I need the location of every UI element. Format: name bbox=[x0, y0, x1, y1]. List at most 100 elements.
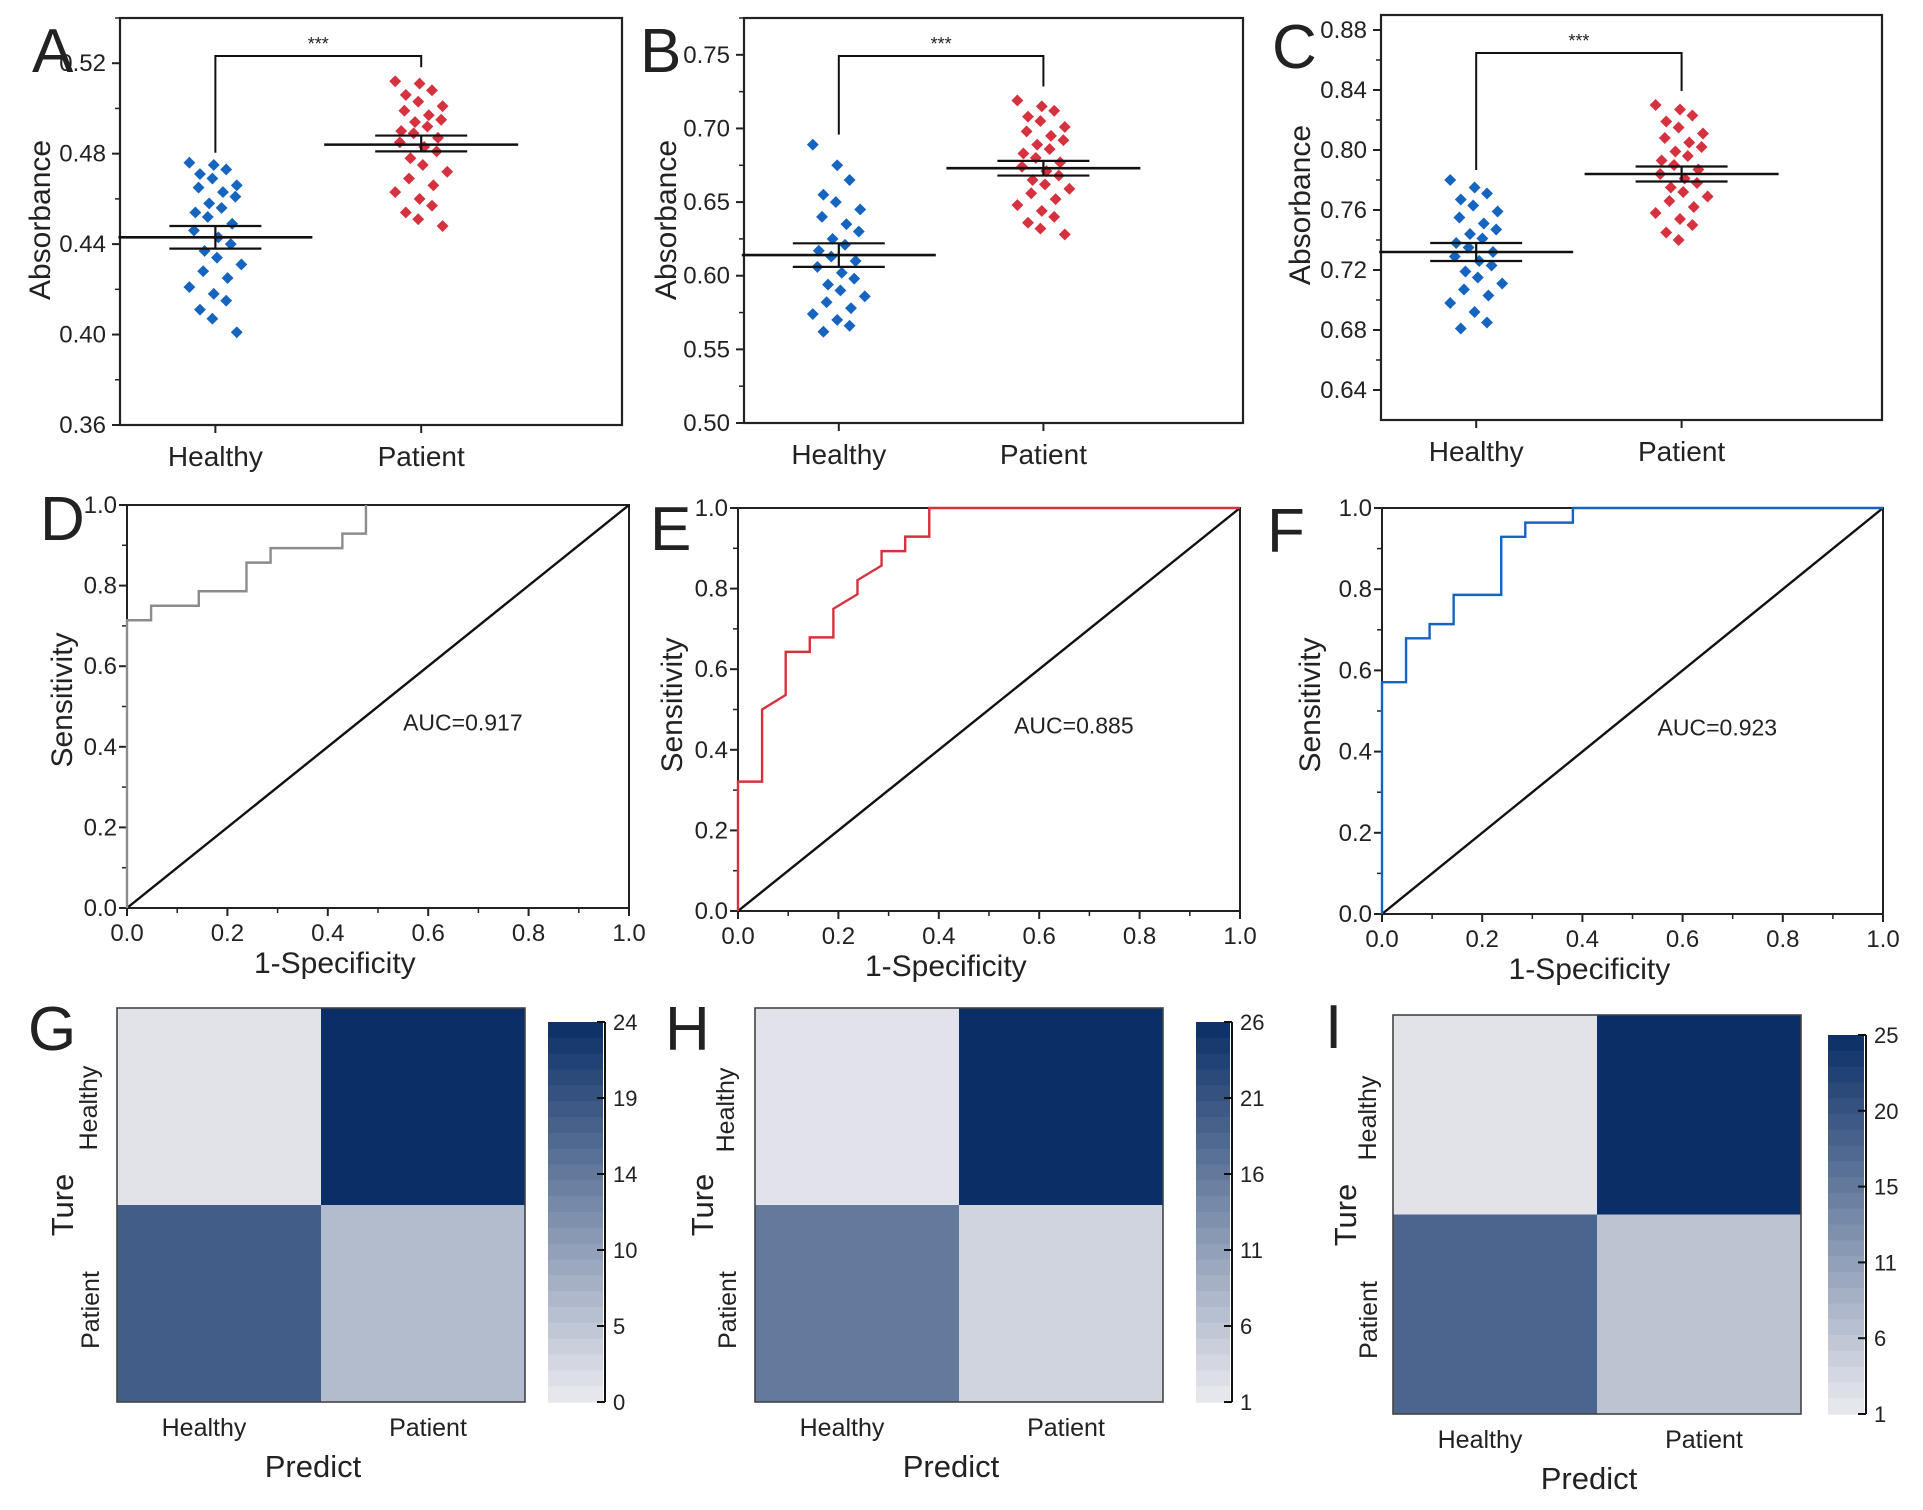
x-tick-label: 1.0 bbox=[1866, 926, 1899, 953]
data-point bbox=[235, 258, 248, 271]
panel-c: C 0.64 0.68 0.72 0.76 0.80 0.84 0.88 Absorbance H… bbox=[1272, 13, 1884, 467]
colorbar-band bbox=[548, 1196, 603, 1213]
data-point bbox=[1057, 134, 1070, 147]
x-category-label: Patient bbox=[389, 1414, 467, 1442]
y-axis-title: Sensitivity bbox=[46, 632, 79, 767]
data-point bbox=[403, 172, 415, 185]
x-axis-title: Predict bbox=[265, 1449, 362, 1484]
data-point bbox=[1660, 226, 1673, 239]
colorbar-band bbox=[1828, 1145, 1864, 1162]
x-axis-title: Predict bbox=[903, 1449, 1000, 1484]
colorbar-band bbox=[1196, 1196, 1230, 1213]
colorbar-band bbox=[1828, 1050, 1864, 1068]
data-point bbox=[217, 186, 229, 199]
data-point bbox=[426, 84, 438, 97]
data-point bbox=[831, 313, 844, 326]
y-axis-title: Sensitivity bbox=[656, 637, 689, 772]
data-point bbox=[1039, 178, 1051, 191]
colorbar-band bbox=[548, 1227, 603, 1245]
data-point bbox=[1016, 160, 1028, 173]
heatmap-cell bbox=[321, 1205, 525, 1402]
data-point bbox=[848, 272, 861, 285]
x-category-label: Healthy bbox=[1438, 1426, 1523, 1454]
panel-letter: B bbox=[640, 17, 681, 86]
heatmap-cell bbox=[1597, 1214, 1801, 1414]
data-point bbox=[1444, 174, 1457, 186]
x-category-label: Patient bbox=[1027, 1414, 1105, 1442]
colorbar-band bbox=[1828, 1240, 1864, 1257]
y-axis-title: Absorbance bbox=[24, 140, 57, 300]
data-point bbox=[224, 238, 237, 251]
colorbar-band bbox=[1828, 1208, 1864, 1226]
data-point bbox=[436, 220, 449, 232]
data-point bbox=[1022, 110, 1034, 123]
x-tick-label: 0.2 bbox=[211, 920, 244, 947]
heatmap-cell bbox=[1393, 1214, 1597, 1414]
data-point bbox=[215, 201, 228, 214]
data-point bbox=[1683, 136, 1696, 149]
x-tick-label: 0.8 bbox=[1123, 923, 1156, 950]
data-point bbox=[1481, 187, 1493, 200]
series-patient bbox=[946, 94, 1141, 241]
data-point bbox=[197, 265, 210, 278]
colorbar-band bbox=[1196, 1037, 1230, 1055]
data-point bbox=[1454, 193, 1467, 206]
colorbar-band bbox=[1196, 1386, 1230, 1403]
colorbar-band bbox=[1196, 1148, 1230, 1166]
colorbar-band bbox=[1196, 1117, 1230, 1134]
y-tick-label: 0.76 bbox=[1320, 197, 1367, 224]
colorbar-band bbox=[1196, 1291, 1230, 1308]
colorbar-band bbox=[1196, 1212, 1230, 1229]
x-tick-label: 0.2 bbox=[1466, 926, 1499, 953]
panel-letter: I bbox=[1325, 993, 1342, 1062]
data-point bbox=[1035, 204, 1048, 217]
x-tick-label: 0.6 bbox=[412, 920, 445, 947]
data-point bbox=[1025, 187, 1038, 200]
data-point bbox=[1031, 138, 1044, 151]
y-axis-title: Ture bbox=[685, 1174, 720, 1237]
data-point bbox=[1468, 306, 1481, 318]
data-point bbox=[1459, 265, 1472, 278]
y-tick-label: 0.6 bbox=[84, 653, 117, 680]
y-tick-label: 0.52 bbox=[59, 50, 106, 77]
x-axis-title: Predict bbox=[1541, 1461, 1638, 1496]
colorbar-band bbox=[1828, 1113, 1864, 1131]
panel-i: I Healthy Patient Predict Healthy Patient Ture… bbox=[1325, 993, 1898, 1496]
colorbar-band bbox=[1196, 1164, 1230, 1181]
y-tick-label: 0.8 bbox=[84, 573, 117, 600]
y-tick-label: 0.48 bbox=[59, 141, 106, 168]
series-patient bbox=[324, 75, 519, 232]
y-tick-label: 0.70 bbox=[683, 115, 730, 142]
colorbar-band bbox=[1196, 1022, 1230, 1039]
colorbar: 26 21 16 11 6 1 bbox=[1196, 1010, 1264, 1415]
panel-d: D 0.0 0.2 0.4 0.6 0.8 1.0 0.0 0.2 0.4 0.6 0.8 1.0 1-S… bbox=[40, 485, 646, 980]
data-point bbox=[389, 75, 402, 88]
data-point bbox=[1663, 195, 1676, 207]
y-category-label: Healthy bbox=[75, 1065, 103, 1150]
colorbar-tick-label: 20 bbox=[1874, 1099, 1898, 1124]
x-category-label: Healthy bbox=[1429, 436, 1524, 467]
colorbar-band bbox=[1196, 1243, 1230, 1261]
data-point bbox=[858, 290, 871, 303]
x-axis-title: 1-Specificity bbox=[865, 950, 1027, 983]
data-point bbox=[1444, 297, 1457, 309]
data-point bbox=[1045, 129, 1057, 142]
y-tick-label: 0.4 bbox=[1339, 739, 1372, 766]
data-point bbox=[854, 203, 867, 216]
colorbar-band bbox=[1828, 1129, 1864, 1147]
panel-letter: F bbox=[1267, 497, 1305, 566]
series-healthy bbox=[1379, 174, 1574, 335]
data-point bbox=[1681, 150, 1694, 162]
heatmap-frame bbox=[754, 1007, 1164, 1403]
colorbar-tick-label: 1 bbox=[1240, 1390, 1252, 1415]
data-point bbox=[822, 278, 834, 291]
data-point bbox=[1674, 103, 1686, 116]
colorbar-tick-label: 16 bbox=[1240, 1162, 1264, 1187]
data-point bbox=[409, 116, 421, 128]
y-tick-label: 0.2 bbox=[84, 814, 117, 841]
y-tick-label: 0.4 bbox=[695, 737, 728, 764]
series-healthy bbox=[118, 156, 313, 339]
colorbar-band bbox=[1196, 1354, 1230, 1371]
heatmap-cell bbox=[755, 1205, 959, 1402]
data-point bbox=[1686, 219, 1699, 231]
